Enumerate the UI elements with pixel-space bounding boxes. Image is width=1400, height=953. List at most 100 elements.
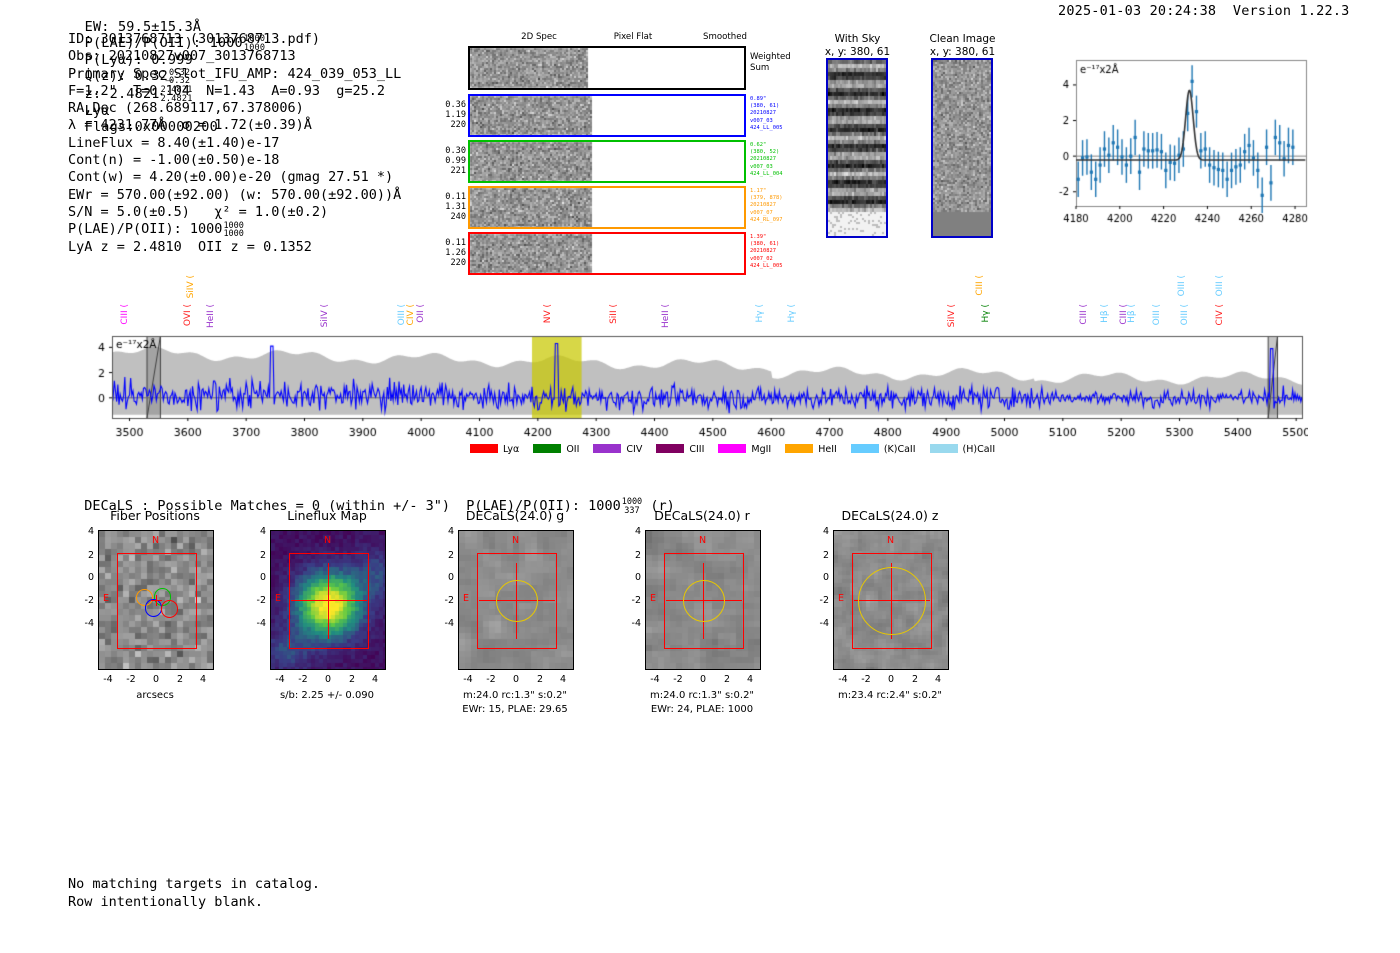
cutout-y-tick: -2 (256, 595, 266, 606)
legend-item: CIV (593, 444, 642, 455)
cutout-x-tick: 0 (512, 674, 520, 685)
cutout-y-tick: 4 (87, 526, 94, 537)
emission-line-marker: NV ( (543, 304, 554, 324)
fiber-row-left-values: 0.30 0.99 221 (445, 146, 466, 176)
photometric-aperture-circle (683, 580, 725, 622)
red-aperture-box (289, 553, 369, 649)
cutout-y-tick: -4 (631, 618, 641, 629)
bottom-note: No matching targets in catalog. Row inte… (68, 875, 320, 911)
cutout-panel-title: DECaLS(24.0) r (654, 508, 750, 523)
cutout-x-tick: -2 (298, 674, 308, 685)
cutout-panel[interactable]: DECaLS(24.0) r N E 4 2 0 -2 -4 -4 -2 0 2 4 m:24.0 rc:… (607, 508, 797, 715)
fiber-row-strip[interactable] (468, 186, 746, 229)
cutout-y-tick: 4 (634, 526, 641, 537)
crosshair-horizontal (291, 600, 367, 602)
cutout-y-tick: 4 (822, 526, 829, 537)
fiber-row-strip[interactable] (468, 140, 746, 183)
emission-line-marker: OIII ( (1177, 275, 1188, 297)
compass-north: N (887, 535, 895, 546)
emission-line-marker: Hγ ( (754, 304, 765, 323)
with-sky-image (826, 58, 888, 238)
cutout-x-tick: 2 (723, 674, 731, 685)
info-seeing-throughput: F=1.2" T=0.104 N=1.43 A=0.93 g=25.2 (68, 82, 385, 99)
legend-item: (K)CaII (850, 444, 916, 455)
cutout-y-tick: 0 (87, 572, 94, 583)
emission-line-legend: Lyα OII CIV CIII MgII HeII (K)CaII (H)CaII (470, 444, 1009, 455)
legend-item: MgII (718, 444, 771, 455)
compass-east: E (275, 593, 282, 604)
with-sky-label: With Sky (834, 33, 881, 45)
decals-band: (r) (650, 498, 675, 514)
source-info-block: ID: 3013768713 (3013768713.pdf) Obs: 202… (68, 31, 401, 256)
legend-label: HeII (818, 444, 837, 455)
cutout-x-tick: 2 (911, 674, 919, 685)
cutout-panel-title: Fiber Positions (110, 508, 200, 523)
photometric-aperture-circle (858, 567, 926, 635)
emission-line-marker: SiIV ( (947, 304, 957, 328)
info-id: ID: 3013768713 (3013768713.pdf) (68, 31, 320, 47)
legend-label: Lyα (503, 444, 520, 455)
cutout-panel[interactable]: DECaLS(24.0) g N E 4 2 0 -2 -4 -4 -2 0 2 4 m:24.0 rc:… (420, 508, 610, 715)
fiber-circle[interactable] (144, 599, 163, 617)
bottom-note-line-1: No matching targets in catalog. (68, 876, 320, 892)
emission-line-marker: SiIV ( (319, 304, 330, 328)
cutout-x-tick: 2 (348, 674, 356, 685)
header-datetime-version: 2025-01-03 20:24:38 Version 1.22.3 (1058, 3, 1350, 19)
header-summary-line: EW: 59.5±15.3Å P(LAE)/P(OII): 1000 1000 10… (68, 3, 274, 135)
column-title-2dspec: 2D Spec (521, 32, 557, 42)
fiber-circle[interactable] (135, 588, 153, 607)
header-ew: EW: 59.5±15.3Å (84, 19, 202, 35)
info-cont-w: Cont(w) = 4.20(±0.00)e-20 (gmag 27.51 *) (68, 169, 394, 186)
column-title-smoothed: Smoothed (703, 32, 747, 42)
cutout-x-tick: -4 (838, 674, 848, 685)
emission-line-marker: OVI ( (182, 304, 193, 327)
cutout-panel[interactable]: Lineflux Map N E 4 2 0 -2 -4 -4 -2 0 2 4 s/b: 2.25 +/… (232, 508, 422, 708)
compass-north: N (512, 535, 520, 546)
cutout-panel[interactable]: DECaLS(24.0) z N E 4 2 0 -2 -4 -4 -2 0 2 4 m:23.4 rc:… (795, 508, 985, 708)
info-plae-fraction: 1000 1000 (223, 220, 244, 240)
header-flags: Flags:0x00000200 (84, 119, 218, 136)
cutout-x-tick: -4 (463, 674, 473, 685)
cutout-caption: arcsecs (136, 690, 174, 701)
info-cont-n: Cont(n) = -1.00(±0.50)e-18 (68, 152, 280, 169)
legend-swatch (785, 444, 814, 453)
fiber-row-meta: 1.39" (380, 61) 20210827 v007_02 424_LL_005 (750, 234, 783, 269)
line-zoom-plot (1036, 48, 1316, 232)
legend-swatch (470, 444, 498, 453)
compass-east: E (838, 593, 845, 604)
fiber-row-strip[interactable] (468, 232, 746, 275)
header-z-label: z: 2.4821 (84, 85, 160, 102)
emission-line-marker: Hγ ( (786, 304, 797, 323)
cutout-panel[interactable]: Fiber Positions N E 4 2 0 -2 -4 -4 -2 0 2 4 arcsecs (60, 508, 250, 708)
legend-swatch (718, 444, 747, 453)
bottom-note-line-2: Row intentionally blank. (68, 894, 264, 910)
fiber-circle[interactable] (161, 600, 179, 618)
cutout-y-tick: 0 (447, 572, 454, 583)
emission-line-marker: CIII ( (1078, 304, 1089, 325)
fiber-row-meta: 0.62" (380, 52) 20210827 v007_03 424_LL_004 (750, 142, 783, 177)
fiber-row-left-values: 0.36 1.19 220 (445, 100, 466, 130)
emission-line-marker: CIII ( (975, 275, 985, 296)
info-wavelength-sigma: λ = 4231.77Å σ = 1.72(±0.39)Å (68, 117, 312, 134)
cutout-panel-title: Lineflux Map (287, 508, 367, 523)
fiber-row-strip[interactable] (468, 94, 746, 137)
info-redshifts: LyA z = 2.4810 OII z = 0.1352 (68, 238, 312, 255)
cutout-x-tick: -4 (275, 674, 285, 685)
cutout-x-tick: 4 (559, 674, 567, 685)
compass-north: N (152, 535, 160, 546)
info-primary-spec-slot: Primary Spec_Slot_IFU_AMP: 424_039_053_L… (68, 65, 402, 82)
weighted-sum-label: Weighted Sum (750, 52, 791, 73)
fiber-row-border (468, 94, 746, 137)
legend-swatch (593, 444, 622, 453)
emission-line-marker: HeII ( (206, 304, 217, 328)
cutout-y-tick: 0 (822, 572, 829, 583)
legend-item: OII (533, 444, 579, 455)
cutout-y-tick: -4 (444, 618, 454, 629)
with-sky-title: With Sky x, y: 380, 61 (815, 33, 900, 58)
fiber-row-meta: 0.89" (380, 61) 20210827 v007_03 424_LL_005 (750, 96, 783, 131)
